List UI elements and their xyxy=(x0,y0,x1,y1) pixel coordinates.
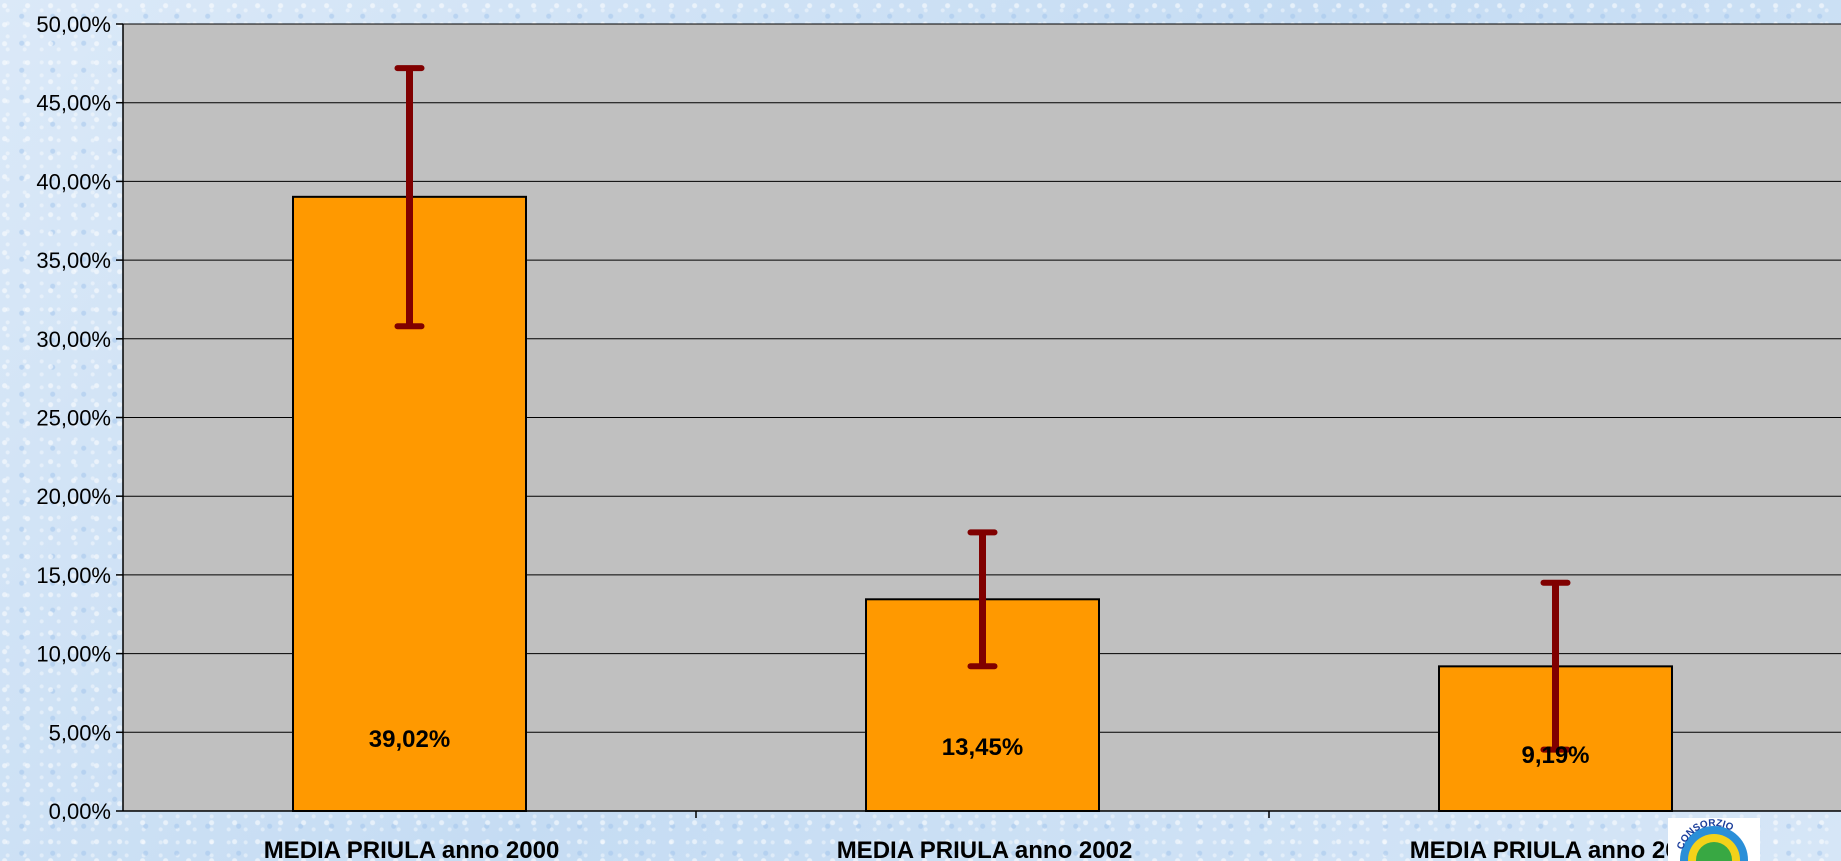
y-tick-label: 20,00% xyxy=(36,484,111,509)
error-bar xyxy=(394,65,425,330)
error-bar xyxy=(1540,579,1571,753)
y-tick-label: 25,00% xyxy=(36,406,111,431)
y-tick-label: 50,00% xyxy=(36,12,111,37)
y-tick-label: 15,00% xyxy=(36,563,111,588)
y-tick-label: 35,00% xyxy=(36,248,111,273)
x-axis xyxy=(123,810,1841,818)
y-tick-label: 30,00% xyxy=(36,327,111,352)
data-labels: 39,02% 13,45% 9,19% xyxy=(369,726,1590,769)
category-labels: MEDIA PRIULA anno 2000 MEDIA PRIULA anno … xyxy=(264,837,1706,861)
y-tick-label: 0,00% xyxy=(49,799,111,824)
error-bars xyxy=(394,65,1571,753)
category-label: MEDIA PRIULA anno 2002 xyxy=(837,837,1133,861)
error-bar xyxy=(967,529,998,670)
y-tick-label: 5,00% xyxy=(49,720,111,745)
data-label: 39,02% xyxy=(369,726,450,753)
category-label: MEDIA PRIULA anno 2000 xyxy=(264,837,560,861)
y-axis: 0,00% 5,00% 10,00% 15,00% 20,00% 25,00% 30,00%… xyxy=(36,12,124,824)
y-tick-label: 45,00% xyxy=(36,91,111,116)
y-tick-label: 10,00% xyxy=(36,642,111,667)
category-label: MEDIA PRIULA anno 2003 xyxy=(1410,837,1706,861)
consorzio-logo-icon: CONSORZIO xyxy=(1668,818,1760,861)
data-label: 9,19% xyxy=(1521,742,1589,769)
data-label: 13,45% xyxy=(942,734,1023,761)
y-tick-label: 40,00% xyxy=(36,169,111,194)
